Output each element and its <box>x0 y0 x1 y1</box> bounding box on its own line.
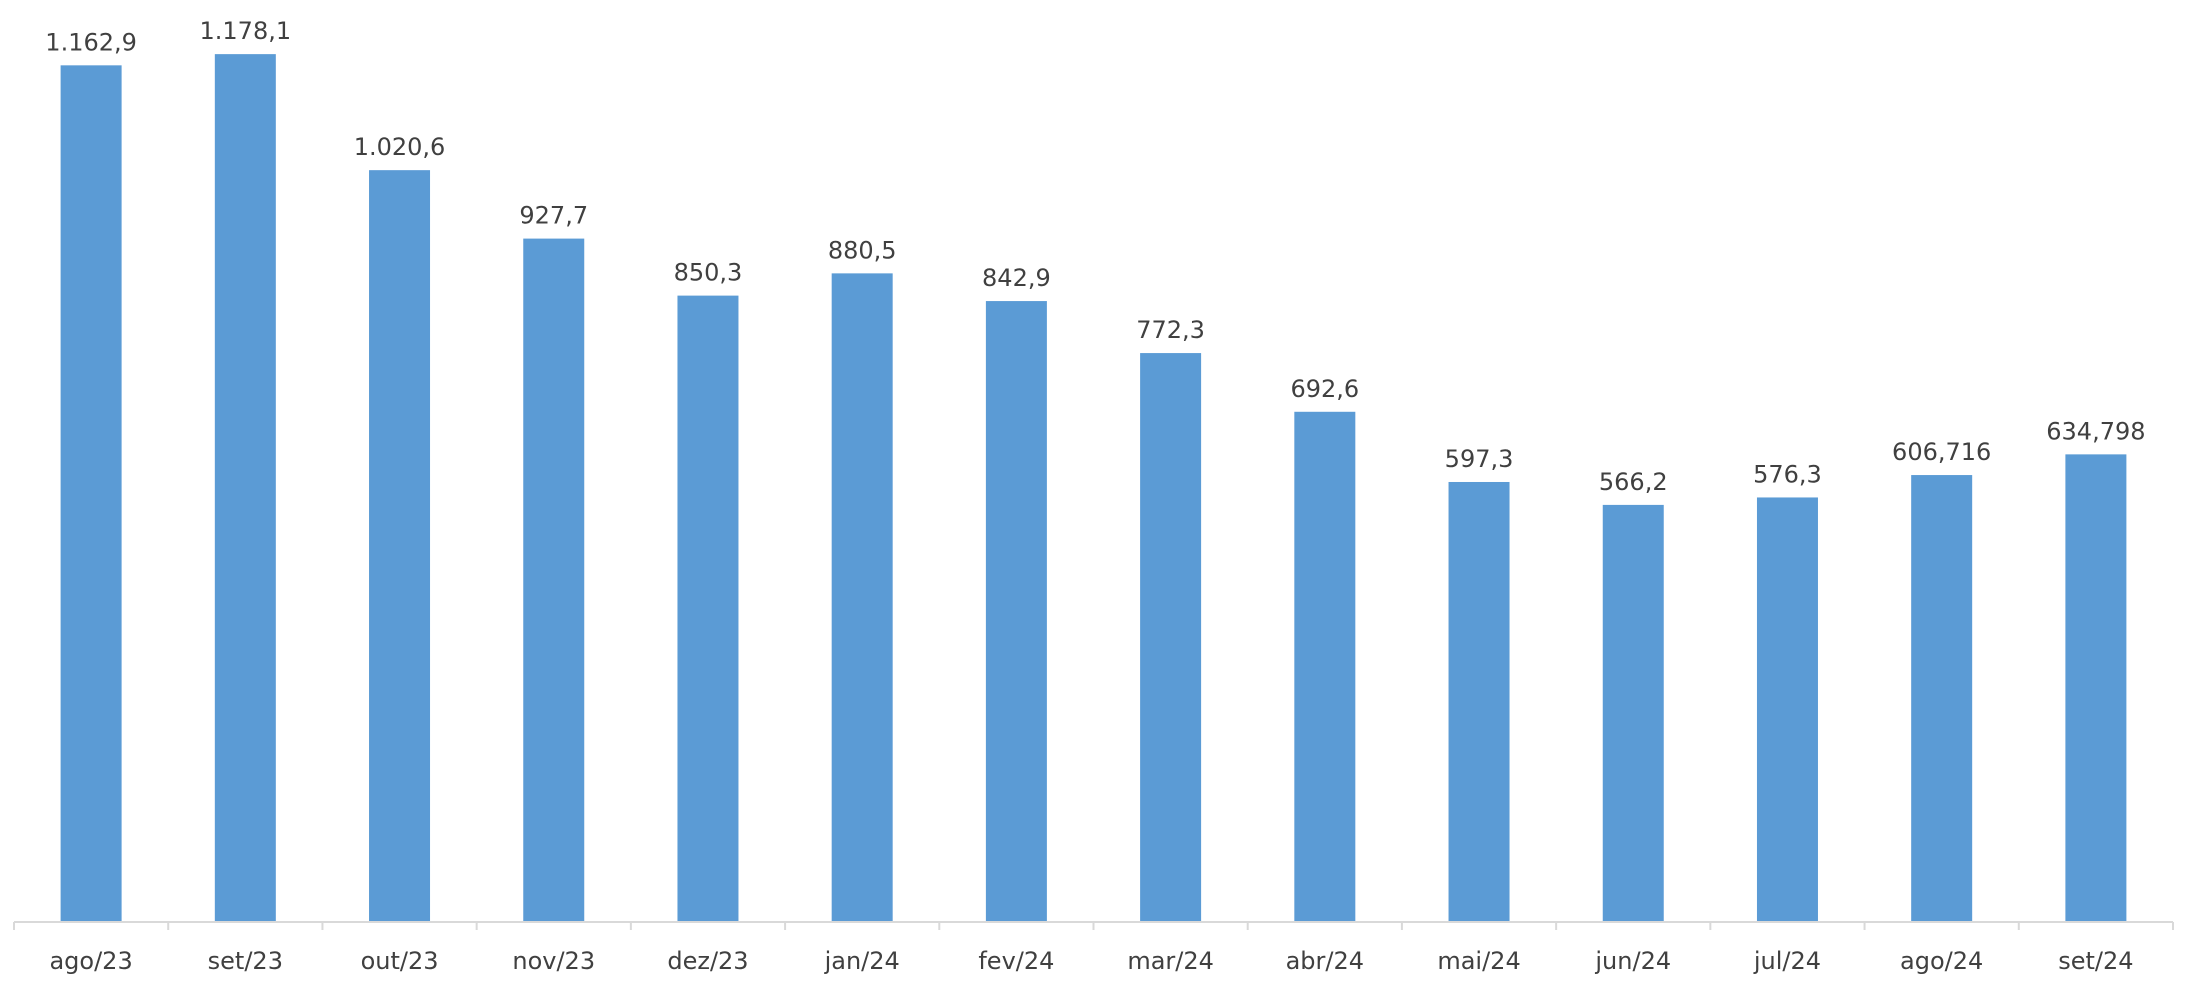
bar <box>214 54 276 923</box>
x-tick-label: dez/23 <box>667 947 748 975</box>
value-label: 1.178,1 <box>200 17 292 45</box>
x-tick-label: ago/24 <box>1900 947 1983 975</box>
bar <box>1911 475 1973 922</box>
value-label: 576,3 <box>1753 460 1822 488</box>
value-label: 1.162,9 <box>45 28 137 56</box>
bar <box>985 301 1047 922</box>
bar <box>1448 481 1510 922</box>
value-label: 692,6 <box>1290 375 1359 403</box>
x-tick-label: mai/24 <box>1437 947 1520 975</box>
x-tick-label: set/23 <box>208 947 283 975</box>
value-label: 566,2 <box>1599 468 1668 496</box>
bar <box>2065 454 2127 922</box>
x-tick-label: abr/24 <box>1286 947 1364 975</box>
bar <box>369 170 431 922</box>
bar <box>831 273 893 922</box>
value-label: 880,5 <box>828 236 897 264</box>
x-tick-label: nov/23 <box>512 947 595 975</box>
x-tick-label: fev/24 <box>978 947 1054 975</box>
x-tick-label: ago/23 <box>49 947 132 975</box>
value-label: 850,3 <box>674 259 743 287</box>
bar <box>1756 497 1818 922</box>
value-label: 1.020,6 <box>354 133 446 161</box>
x-tick-label: jan/24 <box>824 947 900 975</box>
bar <box>1140 353 1202 922</box>
value-label: 606,716 <box>1892 438 1991 466</box>
x-tick-label: set/24 <box>2058 947 2133 975</box>
x-tick-label: jul/24 <box>1753 947 1821 975</box>
bar <box>523 238 585 922</box>
value-label: 842,9 <box>982 264 1051 292</box>
value-label: 927,7 <box>519 202 588 230</box>
value-label: 772,3 <box>1136 316 1205 344</box>
value-label: 597,3 <box>1445 445 1514 473</box>
x-tick-label: out/23 <box>361 947 439 975</box>
bar <box>1294 411 1356 922</box>
bar <box>60 65 122 923</box>
value-label: 634,798 <box>2046 417 2145 445</box>
bar <box>677 295 739 923</box>
x-tick-label: mar/24 <box>1127 947 1214 975</box>
x-tick-label: jun/24 <box>1594 947 1671 975</box>
bar <box>1602 504 1664 922</box>
